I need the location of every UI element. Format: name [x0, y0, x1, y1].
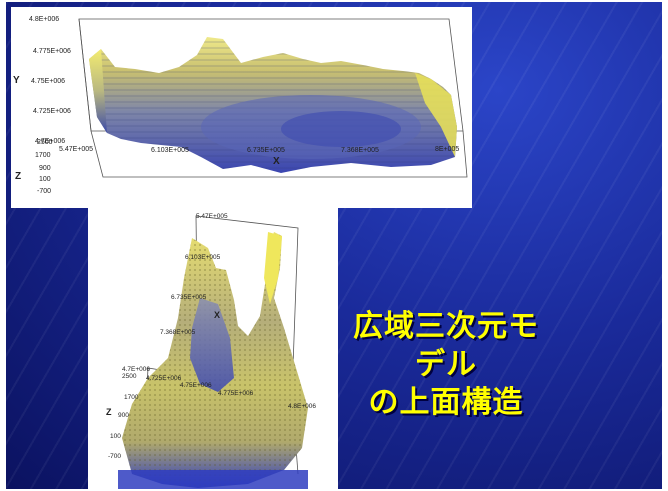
slide-title-line-1: 広域三次元モデル	[353, 309, 539, 382]
top-x-tick: 6.735E+005	[247, 147, 285, 154]
bottom-z-axis-label: Z	[106, 407, 112, 417]
bottom-x-tick: 7.368E+005	[160, 329, 196, 336]
top-z-tick: 1700	[35, 152, 51, 159]
top-x-tick: 5.47E+005	[59, 146, 93, 153]
bottom-z-ticks: 2500 1700 900 100 -700	[108, 373, 139, 460]
bottom-y-tick: 4.775E+006	[218, 390, 254, 397]
top-z-tick: 100	[39, 176, 51, 183]
top-x-tick: 8E+005	[435, 146, 459, 153]
top-y-axis-label: Y	[13, 75, 20, 86]
top-x-axis-label: X	[273, 156, 280, 167]
bottom-y-ticks: 4.7E+006 4.725E+006 4.75E+006 4.775E+006…	[122, 366, 316, 410]
top-z-axis-label: Z	[15, 171, 21, 182]
top-x-tick: 6.103E+005	[151, 147, 189, 154]
bottom-3d-plot: 5.47E+005 6.103E+005 6.735E+005 7.368E+0…	[106, 213, 316, 489]
slide-title: 広域三次元モデル の上面構造	[346, 308, 546, 422]
top-z-tick: 900	[39, 165, 51, 172]
top-plot-bounding-box	[78, 18, 468, 178]
bottom-x-tick: 6.735E+005	[171, 294, 207, 301]
bottom-3d-plot-panel: 5.47E+005 6.103E+005 6.735E+005 7.368E+0…	[88, 208, 338, 489]
top-z-tick: -700	[37, 188, 51, 195]
top-y-tick: 4.775E+006	[33, 48, 71, 55]
bottom-z-tick: -700	[108, 453, 121, 460]
bottom-valley	[190, 298, 234, 392]
top-3d-plot: Y X Z 4.8E+006 4.775E+006 4.75E+006 4.72…	[13, 16, 468, 195]
top-terrain-wall	[89, 49, 107, 133]
bottom-x-tick: 6.103E+005	[185, 254, 221, 261]
top-y-ticks: 4.8E+006 4.775E+006 4.75E+006 4.725E+006…	[29, 16, 71, 145]
top-x-tick: 7.368E+005	[341, 147, 379, 154]
presentation-slide: Y X Z 4.8E+006 4.775E+006 4.75E+006 4.72…	[6, 2, 662, 489]
bottom-z-tick: 2500	[122, 373, 137, 380]
top-3d-plot-panel: Y X Z 4.8E+006 4.775E+006 4.75E+006 4.72…	[11, 7, 472, 208]
bottom-y-tick: 4.7E+006	[122, 366, 150, 373]
bottom-y-tick: 4.75E+006	[180, 382, 212, 389]
bottom-y-tick: 4.8E+006	[288, 403, 316, 410]
top-y-tick: 4.75E+006	[31, 78, 65, 85]
bottom-z-tick: 900	[118, 412, 129, 419]
top-x-ticks: 5.47E+005 6.103E+005 6.735E+005 7.368E+0…	[59, 146, 459, 154]
bottom-y-tick: 4.725E+006	[146, 375, 182, 382]
bottom-z-tick: 1700	[124, 394, 139, 401]
slide-title-line-2: の上面構造	[368, 385, 524, 420]
bottom-x-tick: 5.47E+005	[196, 213, 228, 220]
top-y-tick: 4.8E+006	[29, 16, 59, 23]
top-z-tick: 2500	[37, 139, 53, 146]
bottom-x-ticks: 5.47E+005 6.103E+005 6.735E+005 7.368E+0…	[160, 213, 228, 336]
bottom-x-axis-label: X	[214, 310, 220, 320]
top-y-tick: 4.7E+006	[35, 138, 65, 145]
top-y-tick: 4.725E+006	[33, 108, 71, 115]
top-z-ticks: 2500 1700 900 100 -700	[35, 139, 53, 195]
bottom-z-tick: 100	[110, 433, 121, 440]
